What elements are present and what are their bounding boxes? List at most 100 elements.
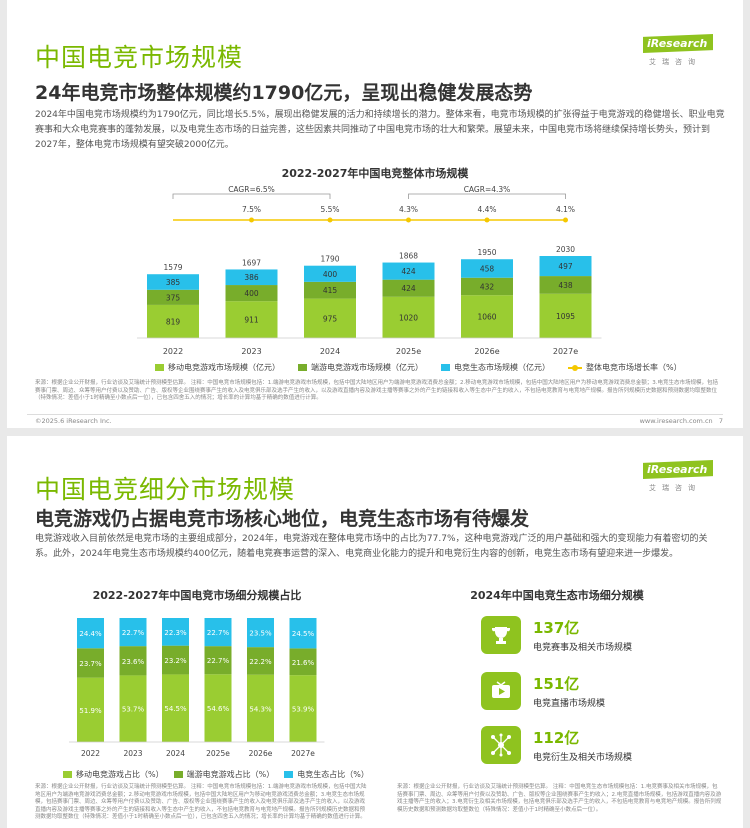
share-value-label: 21.6% (292, 659, 315, 667)
legend-swatch (284, 771, 294, 778)
bar-value-label: 458 (480, 264, 495, 273)
share-bar-segment (77, 618, 104, 649)
legend-item: 端游电竞游戏占比（%） (173, 769, 274, 780)
share-value-label: 22.3% (164, 629, 187, 637)
x-tick-label: 2024 (320, 347, 340, 356)
share-value-label: 23.6% (122, 658, 145, 666)
network-icon (481, 726, 521, 764)
growth-label: 4.3% (399, 205, 418, 214)
share-bar-segment (162, 674, 189, 742)
bar-value-label: 1060 (477, 313, 496, 322)
legend-item: 移动电竞游戏占比（%） (63, 769, 164, 780)
bar-value-label: 432 (480, 282, 495, 291)
share-chart: 51.9% 23.7% 24.4% 2022 53.7% 23.6% 22.7% 2023 54… (69, 618, 325, 758)
eco-item-events: 137亿 电竞赛事及相关市场规模 (481, 616, 632, 654)
bar-total-label: 1697 (242, 258, 261, 267)
bar-value-label: 911 (244, 316, 259, 325)
x-tick-label: 2026e (249, 749, 273, 758)
legend-item: 端游电竞游戏市场规模（亿元） (298, 362, 423, 373)
bar-total-label: 1790 (320, 255, 339, 264)
legend-item: 电竞生态占比（%） (284, 769, 369, 780)
legend-swatch (63, 771, 72, 778)
footer-url[interactable]: www.iresearch.com.cn 7 (639, 417, 723, 425)
copyright: ©2025.6 iResearch Inc. (35, 417, 112, 425)
bar-total-label: 1579 (163, 263, 182, 272)
slide-market-size: 中国电竞市场规模 24年电竞市场整体规模约1790亿元，呈现出稳健发展态势 iR… (7, 0, 743, 428)
bar-segment (461, 295, 513, 338)
share-bar-segment (204, 674, 232, 742)
bar-value-label: 400 (244, 289, 259, 298)
share-value-label: 54.6% (207, 705, 230, 713)
legend-swatch (155, 364, 164, 371)
share-bar-segment (247, 618, 274, 648)
bar-segment (304, 281, 356, 299)
bar-total-label: 1868 (399, 252, 418, 261)
bar-segment (225, 269, 278, 286)
share-bar-segment (289, 648, 317, 676)
page-title: 中国电竞市场规模 (35, 43, 244, 72)
legend-swatch (173, 771, 183, 778)
legend-label: 移动电竞游戏市场规模（亿元） (168, 363, 280, 372)
growth-label: 4.1% (556, 205, 575, 214)
chart-title: 2022-2027年中国电竞整体市场规模 (281, 167, 469, 180)
share-bar-segment (77, 677, 104, 742)
share-bar-segment (119, 618, 147, 647)
share-value-label: 22.2% (249, 658, 272, 666)
bar-segment (382, 262, 435, 280)
x-tick-label: 2025e (206, 749, 230, 758)
share-bar-segment (247, 674, 274, 742)
summary-paragraph: 电竞游戏收入目前依然是电竞市场的主要组成部分，2024年，电竞游戏在整体电竞市场… (35, 534, 708, 559)
eco-title: 2024年中国电竞生态市场细分规模 (470, 589, 644, 602)
trophy-icon (481, 616, 521, 654)
bar-value-label: 415 (323, 286, 338, 295)
bar-total-label: 1950 (477, 248, 496, 257)
legend-swatch (298, 364, 307, 371)
share-value-label: 53.7% (122, 706, 145, 714)
tv-play-icon (481, 672, 521, 710)
bar-value-label: 424 (401, 284, 416, 293)
page-subtitle: 电竞游戏仍占据电竞市场核心地位，电竞生态市场有待爆发 (35, 508, 530, 530)
share-bar-segment (204, 646, 232, 675)
share-value-label: 22.7% (122, 629, 145, 637)
share-bar-segment (119, 646, 147, 676)
legend-label: 整体电竞市场增长率（%） (586, 363, 682, 372)
bar-value-label: 438 (558, 281, 573, 290)
legend-label: 电竞生态市场规模（亿元） (454, 363, 550, 372)
summary-paragraph: 2024年中国电竞市场规模约为1790亿元，同比增长5.5%，展现出稳健发展的活… (35, 110, 725, 150)
bar-segment (461, 277, 513, 296)
bar-segment (539, 256, 592, 277)
share-bar-segment (119, 675, 147, 742)
share-bar-segment (77, 648, 104, 678)
share-value-label: 53.9% (292, 706, 315, 714)
bar-value-label: 975 (323, 314, 338, 323)
bar-segment (225, 301, 278, 338)
bar-value-label: 424 (401, 267, 416, 276)
share-chart-title: 2022-2027年中国电竞市场细分规模占比 (92, 589, 302, 602)
slide-segment-size: 中国电竞细分市场规模 电竞游戏仍占据电竞市场核心地位，电竞生态市场有待爆发 iR… (7, 436, 743, 828)
x-tick-label: 2026e (474, 347, 499, 356)
market-size-chart: CAGR=6.5% CAGR=4.3% 7.5% 5.5% 4.3% 4.4% 4.1% 81… (137, 185, 602, 356)
bar-segment (147, 274, 199, 290)
bar-segment (539, 293, 592, 338)
legend-line-marker (568, 364, 582, 371)
share-value-label: 23.2% (164, 657, 187, 665)
share-value-label: 23.7% (79, 660, 102, 668)
bar-value-label: 819 (166, 317, 181, 326)
source-notes-right: 来源：根据企业公开财报，行业访谈及艾瑞统计预测模型估算。 注释：中国电竞生态市场… (397, 784, 722, 813)
cagr-bracket (172, 193, 331, 199)
bar-segment (461, 259, 513, 278)
growth-point (249, 217, 254, 223)
legend-label: 端游电竞游戏市场规模（亿元） (311, 363, 423, 372)
page-title: 中国电竞细分市场规模 (35, 475, 296, 504)
growth-point (563, 217, 568, 223)
x-tick-label: 2027e (291, 749, 315, 758)
legend-swatch (441, 364, 450, 371)
iresearch-logo: iResearch 艾瑞咨询 (643, 34, 719, 68)
bar-segment (539, 276, 592, 294)
share-value-label: 23.5% (249, 630, 272, 638)
growth-label: 4.4% (477, 205, 496, 214)
legend-item: 整体电竞市场增长率（%） (568, 362, 682, 373)
x-tick-label: 2025e (396, 347, 421, 356)
x-tick-label: 2024 (166, 749, 185, 758)
legend-label: 移动电竞游戏占比（%） (76, 770, 164, 779)
